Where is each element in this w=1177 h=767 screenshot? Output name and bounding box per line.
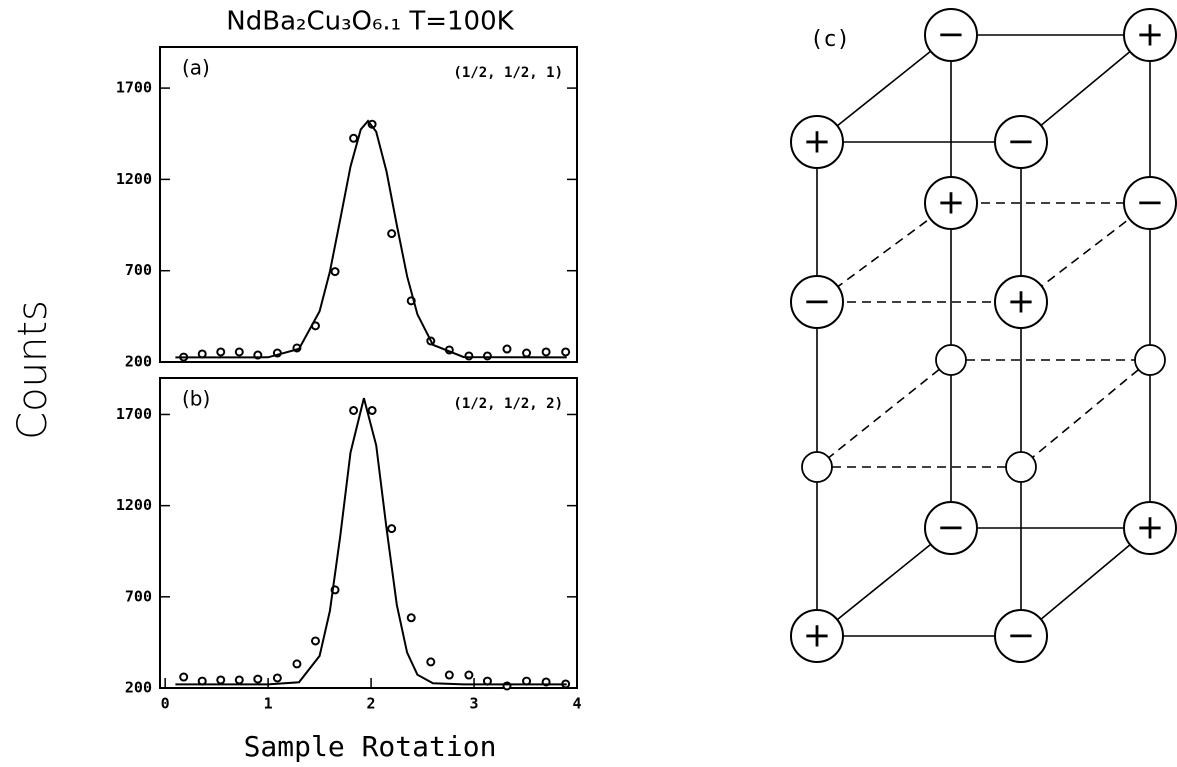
small-site — [1005, 451, 1037, 483]
x-tick-label: 3 — [470, 695, 479, 713]
lattice-edge — [816, 34, 952, 143]
small-site — [935, 344, 967, 376]
y-axis-label: Counts — [10, 300, 56, 440]
y-tick-label: 1700 — [116, 405, 152, 423]
spin-site — [924, 8, 978, 62]
spin-sign: − — [937, 508, 966, 548]
x-tick-label: 1 — [264, 695, 273, 713]
data-point — [349, 405, 359, 415]
data-point — [522, 348, 532, 358]
spin-sign: − — [1007, 122, 1036, 162]
spin-site — [994, 275, 1048, 329]
panel-label: (a) — [182, 56, 210, 80]
spin-sign: − — [937, 15, 966, 55]
spin-sign: + — [803, 122, 832, 162]
spin-sign: − — [1007, 616, 1036, 656]
data-point — [561, 347, 571, 357]
spin-site — [994, 609, 1048, 663]
spin-site — [1123, 176, 1177, 230]
spin-site — [790, 609, 844, 663]
data-point — [367, 405, 377, 415]
data-point — [464, 670, 474, 680]
plot-frame — [159, 46, 578, 363]
spin-site — [1123, 501, 1177, 555]
data-point — [406, 613, 416, 623]
data-point — [464, 351, 474, 361]
spin-site — [924, 176, 978, 230]
data-point — [426, 657, 436, 667]
y-tick-label: 200 — [125, 679, 152, 697]
data-point — [482, 351, 492, 361]
spin-sign: + — [803, 616, 832, 656]
x-tick-label: 0 — [161, 695, 170, 713]
y-tick-label: 700 — [125, 261, 152, 279]
data-point — [234, 675, 244, 685]
panel-label: (b) — [182, 387, 210, 411]
data-point — [330, 267, 340, 277]
spin-sign: − — [803, 282, 832, 322]
fit-curve — [175, 397, 567, 686]
small-site — [801, 451, 833, 483]
data-point — [253, 674, 263, 684]
y-tick-label: 1200 — [116, 170, 152, 188]
lattice-edge — [816, 527, 952, 637]
spin-site — [1123, 8, 1177, 62]
spin-sign: + — [1007, 282, 1036, 322]
data-point — [272, 673, 282, 683]
data-point — [179, 672, 189, 682]
lattice-edge-dashed — [1020, 202, 1151, 303]
data-point — [502, 344, 512, 354]
data-point — [387, 524, 397, 534]
data-point — [292, 659, 302, 669]
data-point — [444, 670, 454, 680]
fit-curve — [175, 119, 567, 359]
x-tick-label: 4 — [572, 695, 581, 713]
spin-site — [994, 115, 1048, 169]
spin-site — [924, 501, 978, 555]
y-tick-label: 1200 — [116, 496, 152, 514]
x-axis-label: Sample Rotation — [244, 730, 497, 763]
spin-sign: − — [1136, 183, 1165, 223]
plot-frame — [159, 377, 578, 689]
data-point — [349, 133, 359, 143]
x-tick-label: 2 — [367, 695, 376, 713]
spin-site — [790, 115, 844, 169]
y-tick-label: 200 — [125, 353, 152, 371]
y-tick-label: 1700 — [116, 79, 152, 97]
panel-annotation: (1/2, 1/2, 1) — [453, 65, 563, 81]
data-point — [387, 229, 397, 239]
data-point — [234, 347, 244, 357]
diagram-label: (c) — [810, 27, 850, 52]
spin-sign: + — [1136, 508, 1165, 548]
lattice-edge-dashed — [1020, 359, 1151, 468]
y-tick-label: 700 — [125, 587, 152, 605]
lattice-edge-dashed — [816, 359, 952, 468]
spin-site — [790, 275, 844, 329]
lattice-edge-dashed — [816, 202, 952, 303]
data-point — [541, 347, 551, 357]
lattice-edge — [1020, 34, 1151, 143]
panel-annotation: (1/2, 1/2, 2) — [453, 396, 563, 412]
data-point — [310, 636, 320, 646]
spin-sign: + — [1136, 15, 1165, 55]
data-point — [216, 347, 226, 357]
lattice-edge — [1020, 527, 1151, 637]
spin-sign: + — [937, 183, 966, 223]
figure-title: NdBa₂Cu₃O₆.₁ T=100K — [226, 7, 514, 37]
small-site — [1134, 344, 1166, 376]
data-point — [216, 675, 226, 685]
